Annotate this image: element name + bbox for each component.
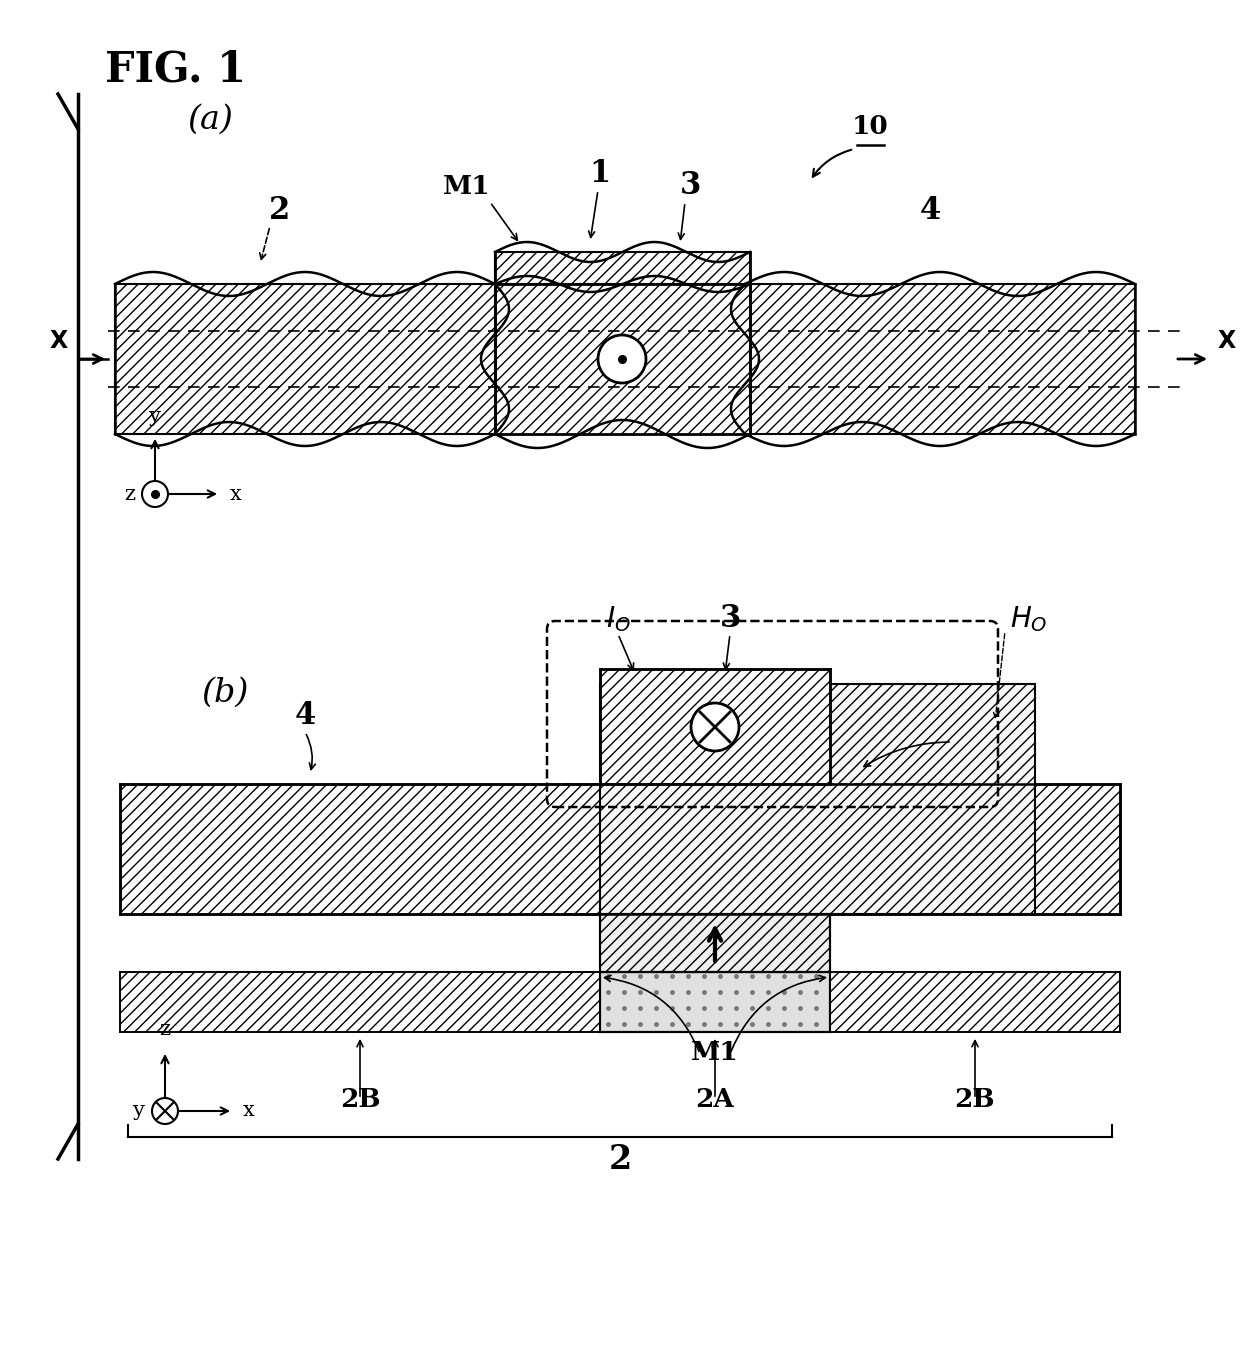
Text: 1: 1 xyxy=(589,158,610,189)
Text: FIG. 1: FIG. 1 xyxy=(105,49,246,90)
Text: (b): (b) xyxy=(201,677,249,710)
Circle shape xyxy=(598,335,646,383)
Text: y: y xyxy=(149,407,161,426)
Text: X: X xyxy=(50,329,68,353)
Bar xyxy=(830,973,1120,1032)
Text: 2B: 2B xyxy=(955,1087,996,1112)
Bar xyxy=(600,669,830,784)
Text: 2A: 2A xyxy=(696,1087,734,1112)
Bar xyxy=(745,285,1135,434)
Text: 10: 10 xyxy=(852,115,888,139)
Text: M1: M1 xyxy=(443,174,490,200)
Bar xyxy=(600,973,830,1032)
Circle shape xyxy=(143,482,167,507)
Text: 3: 3 xyxy=(719,603,740,634)
Bar xyxy=(495,285,750,434)
Text: 1: 1 xyxy=(950,712,971,743)
Text: 3: 3 xyxy=(680,170,701,201)
Bar xyxy=(600,684,1035,915)
Circle shape xyxy=(153,1098,179,1124)
Text: 2B: 2B xyxy=(340,1087,381,1112)
Text: x: x xyxy=(243,1102,254,1121)
Text: M1: M1 xyxy=(691,1040,739,1064)
Text: $H_O$: $H_O$ xyxy=(1011,604,1048,634)
Text: 4: 4 xyxy=(919,196,941,227)
Text: (a): (a) xyxy=(187,104,233,136)
Text: 2: 2 xyxy=(269,196,290,227)
Bar xyxy=(495,252,750,285)
Text: X: X xyxy=(1218,329,1236,353)
Bar xyxy=(625,784,1120,915)
Circle shape xyxy=(691,703,739,751)
Bar xyxy=(600,915,830,973)
Text: z: z xyxy=(160,1020,171,1039)
Text: 4: 4 xyxy=(294,700,316,731)
Bar xyxy=(120,973,600,1032)
Text: x: x xyxy=(229,484,242,503)
Text: y: y xyxy=(133,1102,145,1121)
Text: z: z xyxy=(124,484,135,503)
Bar xyxy=(115,285,495,434)
Bar xyxy=(120,784,610,915)
Text: 2: 2 xyxy=(609,1143,631,1176)
Text: $I_O$: $I_O$ xyxy=(606,604,631,634)
